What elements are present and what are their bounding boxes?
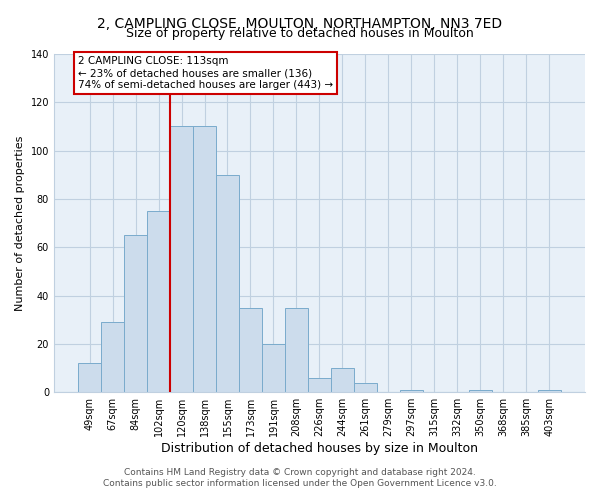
Bar	[124, 235, 147, 392]
Text: Size of property relative to detached houses in Moulton: Size of property relative to detached ho…	[126, 28, 474, 40]
Bar	[400, 390, 423, 392]
Bar	[308, 378, 331, 392]
Text: Contains HM Land Registry data © Crown copyright and database right 2024.
Contai: Contains HM Land Registry data © Crown c…	[103, 468, 497, 487]
Y-axis label: Number of detached properties: Number of detached properties	[15, 136, 25, 311]
Bar	[193, 126, 216, 392]
Bar	[239, 308, 262, 392]
X-axis label: Distribution of detached houses by size in Moulton: Distribution of detached houses by size …	[161, 442, 478, 455]
Bar	[331, 368, 354, 392]
Bar	[147, 211, 170, 392]
Bar	[354, 382, 377, 392]
Bar	[216, 175, 239, 392]
Bar	[285, 308, 308, 392]
Bar	[101, 322, 124, 392]
Bar	[170, 126, 193, 392]
Text: 2, CAMPLING CLOSE, MOULTON, NORTHAMPTON, NN3 7ED: 2, CAMPLING CLOSE, MOULTON, NORTHAMPTON,…	[97, 18, 503, 32]
Bar	[538, 390, 561, 392]
Bar	[78, 363, 101, 392]
Bar	[469, 390, 492, 392]
Bar	[262, 344, 285, 392]
Text: 2 CAMPLING CLOSE: 113sqm
← 23% of detached houses are smaller (136)
74% of semi-: 2 CAMPLING CLOSE: 113sqm ← 23% of detach…	[78, 56, 333, 90]
